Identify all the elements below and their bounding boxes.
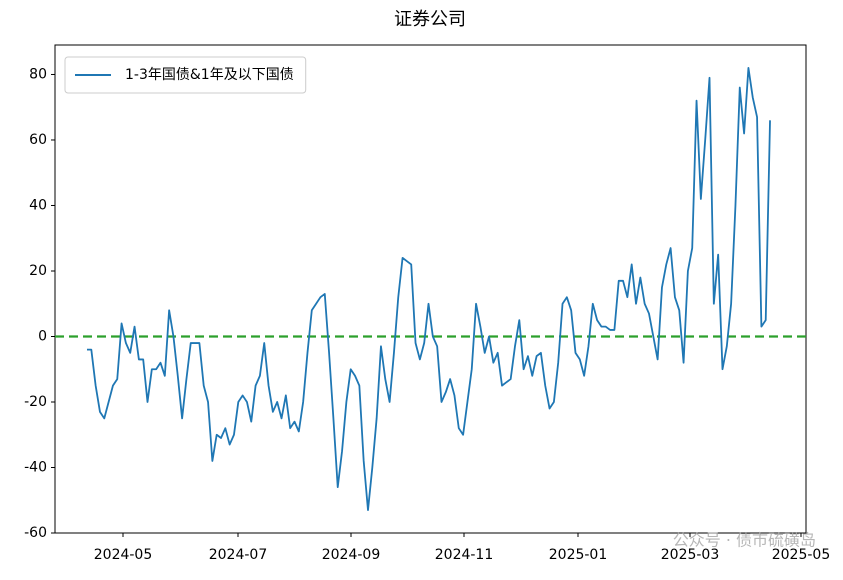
legend-label: 1-3年国债&1年及以下国债 xyxy=(125,67,294,83)
y-tick-label: 60 xyxy=(29,132,47,148)
y-tick-label: 40 xyxy=(29,197,47,213)
x-tick-label: 2025-03 xyxy=(661,547,720,563)
y-tick-label: 20 xyxy=(29,263,47,279)
plot-frame xyxy=(54,44,807,534)
y-tick-label: 80 xyxy=(29,66,47,82)
legend-box xyxy=(64,56,307,94)
x-tick-label: 2024-07 xyxy=(209,547,268,563)
y-tick-label: -20 xyxy=(24,394,47,410)
x-tick-label: 2024-05 xyxy=(94,547,153,563)
x-tick-label: 2025-05 xyxy=(772,547,831,563)
x-tick-label: 2024-11 xyxy=(435,547,494,563)
x-tick-label: 2025-01 xyxy=(549,547,608,563)
series-line xyxy=(86,67,771,511)
chart-title: 证券公司 xyxy=(394,9,466,30)
y-tick-label: 0 xyxy=(38,328,47,344)
y-tick-label: -60 xyxy=(24,525,47,541)
y-tick-label: -40 xyxy=(24,459,47,475)
x-tick-label: 2024-09 xyxy=(322,547,381,563)
legend: 1-3年国债&1年及以下国债 xyxy=(64,56,307,94)
watermark: 公众号 · 债市硫磺岛 xyxy=(673,531,816,550)
